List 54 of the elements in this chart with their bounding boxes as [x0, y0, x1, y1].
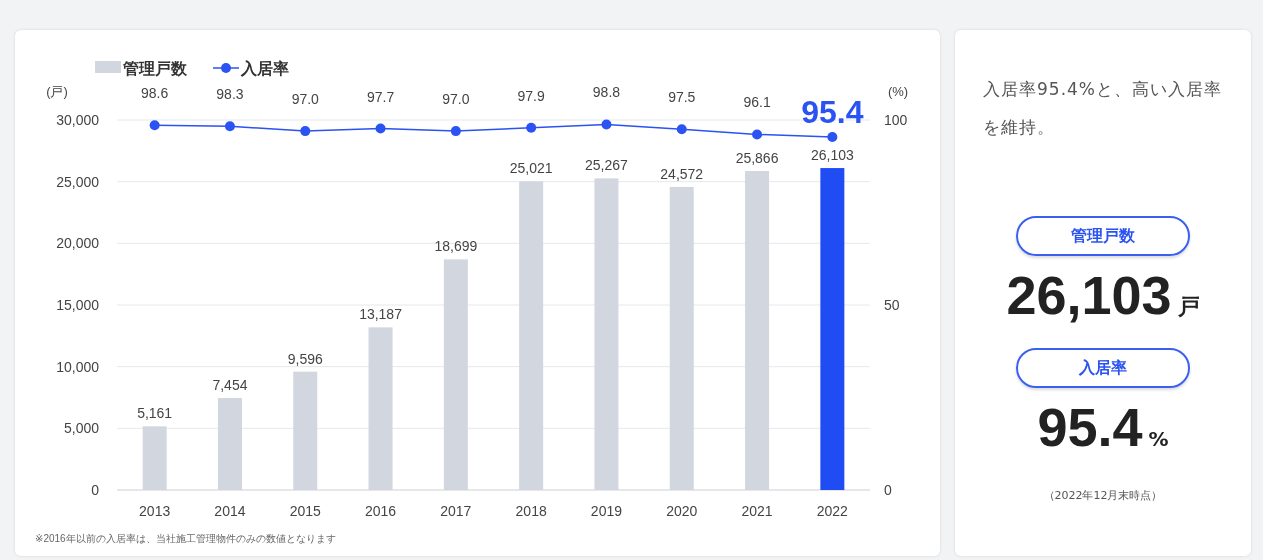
x-tick-label: 2022 [816, 503, 849, 519]
data-label: 97.0 [291, 91, 320, 108]
y-tick-label: 0 [91, 482, 100, 498]
bar [820, 168, 845, 490]
y-tick-label: 25,000 [56, 173, 100, 190]
x-tick-label: 2017 [440, 503, 472, 519]
data-label: 98.8 [592, 84, 621, 101]
text: 戸 [1177, 294, 1200, 319]
data-label: 97.5 [668, 89, 696, 106]
data-label: 97.9 [517, 87, 545, 104]
data-label: 24,572 [660, 165, 704, 182]
data-label: 13,187 [359, 306, 403, 323]
text: （2022年12月末時点） [1042, 488, 1164, 503]
data-label: 26,103 [810, 147, 854, 164]
x-tick-label: 2018 [515, 503, 547, 519]
text: 26,103 [1006, 265, 1172, 325]
data-label: 25,866 [735, 149, 779, 166]
y2-axis-title: (%) [887, 84, 909, 99]
x-tick-label: 2021 [741, 503, 773, 519]
text: 95.4 [1037, 397, 1143, 457]
data-label: 96.1 [743, 94, 771, 111]
y-tick-label: 5,000 [63, 420, 100, 437]
y-tick-label: 30,000 [56, 112, 100, 128]
x-tick-label: 2020 [666, 503, 698, 519]
x-tick-label: 2019 [590, 503, 623, 519]
text: 入居率 [1016, 348, 1190, 388]
text: % [1148, 427, 1169, 451]
text: 入居率95.4%と、高い入居率を維持。 [983, 78, 1223, 139]
y-tick-label: 15,000 [56, 297, 100, 313]
legend-label: 管理戸数 [122, 60, 188, 77]
y2-tick-label: 100 [884, 112, 908, 128]
data-label: 7,454 [212, 377, 248, 394]
data-label: 98.6 [141, 85, 169, 102]
x-tick-label: 2013 [139, 503, 171, 519]
text: 管理戸数 [1016, 216, 1190, 256]
legend-label: 入居率 [240, 59, 289, 77]
data-label: 25,267 [585, 157, 629, 174]
y2-tick-label: 0 [884, 482, 892, 498]
data-label: 18,699 [434, 238, 478, 255]
data-label: 25,021 [509, 160, 553, 177]
data-label: 98.3 [216, 86, 244, 103]
y-axis-title: (戸) [46, 84, 68, 99]
data-label: 97.7 [366, 88, 395, 105]
data-label: 95.4 [801, 94, 864, 131]
data-label: 5,161 [137, 405, 173, 422]
data-label: 97.0 [442, 91, 470, 108]
x-tick-label: 2015 [289, 503, 322, 519]
text: ※2016年以前の入居率は、当社施工管理物件のみの数値となります [35, 533, 336, 544]
x-tick-label: 2014 [214, 503, 246, 519]
x-tick-label: 2016 [364, 503, 397, 519]
data-label: 9,596 [287, 350, 323, 367]
y-tick-label: 20,000 [56, 235, 100, 252]
y-tick-label: 10,000 [56, 358, 100, 375]
y2-tick-label: 50 [884, 297, 900, 313]
